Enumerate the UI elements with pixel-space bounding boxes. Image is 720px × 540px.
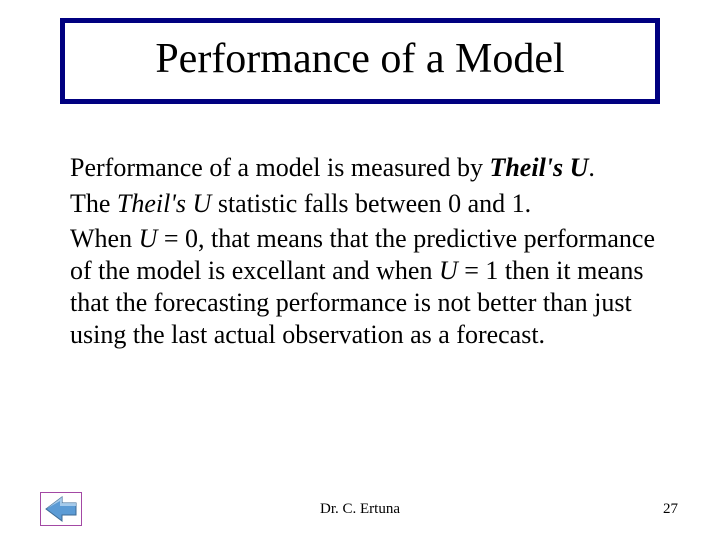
p2-theils-u: Theil's U <box>117 189 211 218</box>
title-box: Performance of a Model <box>60 18 660 104</box>
p3-part-a: When <box>70 224 139 253</box>
p3-u-2: U <box>439 256 458 285</box>
paragraph-1: Performance of a model is measured by Th… <box>70 152 660 184</box>
footer-page-number: 27 <box>663 501 678 518</box>
body-text: Performance of a model is measured by Th… <box>70 152 660 354</box>
footer-author: Dr. C. Ertuna <box>0 501 720 518</box>
back-button[interactable] <box>40 492 82 526</box>
slide: Performance of a Model Performance of a … <box>0 0 720 540</box>
p1-part-c: . <box>588 153 595 182</box>
p2-part-c: statistic falls between 0 and 1. <box>211 189 531 218</box>
p1-part-a: Performance of a model is measured by <box>70 153 489 182</box>
p2-part-a: The <box>70 189 117 218</box>
back-arrow-icon <box>40 492 82 526</box>
paragraph-2: The Theil's U statistic falls between 0 … <box>70 188 660 220</box>
p1-theils-u: Theil's U <box>489 153 588 182</box>
slide-title: Performance of a Model <box>75 37 645 81</box>
p3-u-1: U <box>139 224 158 253</box>
paragraph-3: When U = 0, that means that the predicti… <box>70 223 660 350</box>
